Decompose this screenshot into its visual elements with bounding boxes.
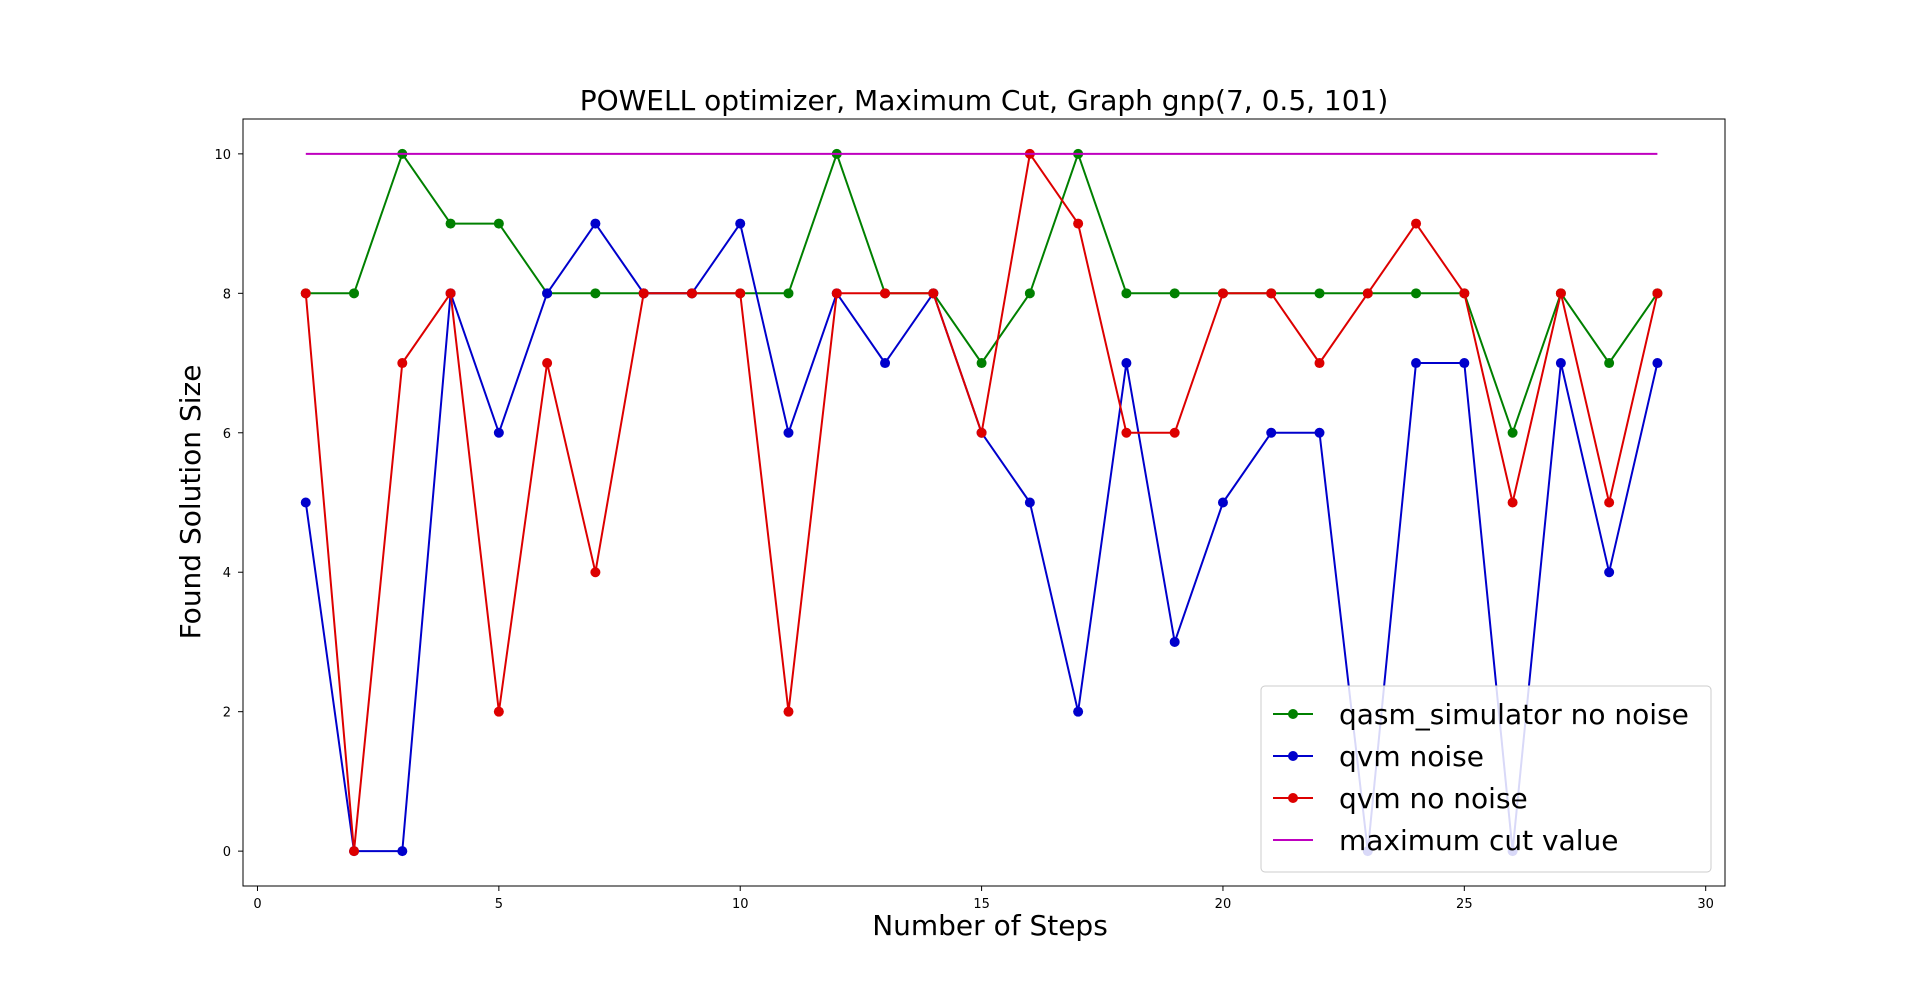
series-3 [300,148,1663,857]
x-tick-label: 20 [1215,897,1232,912]
data-point [542,288,553,299]
legend-item: qvm noise [1273,740,1484,773]
legend: qasm_simulator no noise qvm noise qvm no n… [1260,685,1712,873]
x-tick-label: 30 [1697,897,1714,912]
data-point [735,288,746,299]
data-point [976,358,987,369]
y-tick-label: 6 [223,427,231,442]
data-point [542,358,553,369]
legend-marker [1288,793,1298,803]
y-tick-label: 10 [214,148,231,163]
y-tick-label: 8 [223,287,231,302]
data-point [590,218,601,229]
data-point [493,706,504,717]
data-point [1169,427,1180,438]
data-point [1652,358,1663,369]
data-point [1169,636,1180,647]
data-point [349,288,360,299]
data-point [1411,288,1422,299]
data-point [735,218,746,229]
data-point [686,288,697,299]
legend-item: qvm no noise [1273,782,1528,815]
x-tick-label: 0 [253,897,261,912]
data-point [783,427,794,438]
data-point [1604,567,1615,578]
data-point [1314,358,1325,369]
data-point [493,427,504,438]
series-layer [300,148,1663,857]
data-point [493,218,504,229]
data-point [1073,706,1084,717]
data-point [783,706,794,717]
data-point [1073,218,1084,229]
data-point [300,497,311,508]
plot-frame [242,118,1726,887]
data-point [783,288,794,299]
legend-label: maximum cut value [1339,824,1618,857]
data-point [445,288,456,299]
data-point [1604,497,1615,508]
legend-marker [1288,709,1298,719]
data-point [1411,218,1422,229]
data-point [1604,358,1615,369]
legend-item: qasm_simulator no noise [1273,698,1689,731]
y-axis: 0 2 4 6 8 10 [214,148,243,860]
data-point [1217,497,1228,508]
y-axis-title: Found Solution Size [174,365,207,640]
data-point [1652,288,1663,299]
legend-label: qasm_simulator no noise [1339,698,1689,731]
data-point [1024,288,1035,299]
data-point [1314,427,1325,438]
legend-box [1260,685,1712,873]
data-point [445,218,456,229]
data-point [638,288,649,299]
x-tick-label: 10 [732,897,749,912]
data-point [1266,427,1277,438]
data-point [1459,358,1470,369]
data-point [397,358,408,369]
data-point [1121,288,1132,299]
y-tick-label: 4 [223,566,231,581]
data-point [928,288,939,299]
data-point [1121,358,1132,369]
legend-label: qvm noise [1339,740,1484,773]
data-point [1507,427,1518,438]
x-tick-label: 15 [973,897,990,912]
data-point [831,288,842,299]
x-axis-title: Number of Steps [872,909,1108,942]
data-point [1362,288,1373,299]
series-line [305,152,1659,434]
data-point [1024,497,1035,508]
data-point [1314,288,1325,299]
legend-item: maximum cut value [1273,824,1618,857]
legend-marker [1288,751,1298,761]
data-point [976,427,987,438]
data-point [590,288,601,299]
series-1 [300,148,1663,438]
x-tick-label: 5 [495,897,503,912]
data-point [1169,288,1180,299]
data-point [1266,288,1277,299]
data-point [300,288,311,299]
x-tick-label: 25 [1456,897,1473,912]
data-point [1459,288,1470,299]
chart-title: POWELL optimizer, Maximum Cut, Graph gnp… [580,84,1389,117]
data-point [880,358,891,369]
data-point [1411,358,1422,369]
legend-label: qvm no noise [1339,782,1528,815]
data-point [349,846,360,857]
data-point [880,288,891,299]
data-point [1555,288,1566,299]
y-tick-label: 0 [223,845,231,860]
data-point [397,846,408,857]
y-tick-label: 2 [223,706,231,721]
data-point [1121,427,1132,438]
data-point [590,567,601,578]
data-point [1507,497,1518,508]
data-point [1217,288,1228,299]
data-point [1555,358,1566,369]
x-axis: 0 5 10 15 20 25 30 [253,886,1714,912]
